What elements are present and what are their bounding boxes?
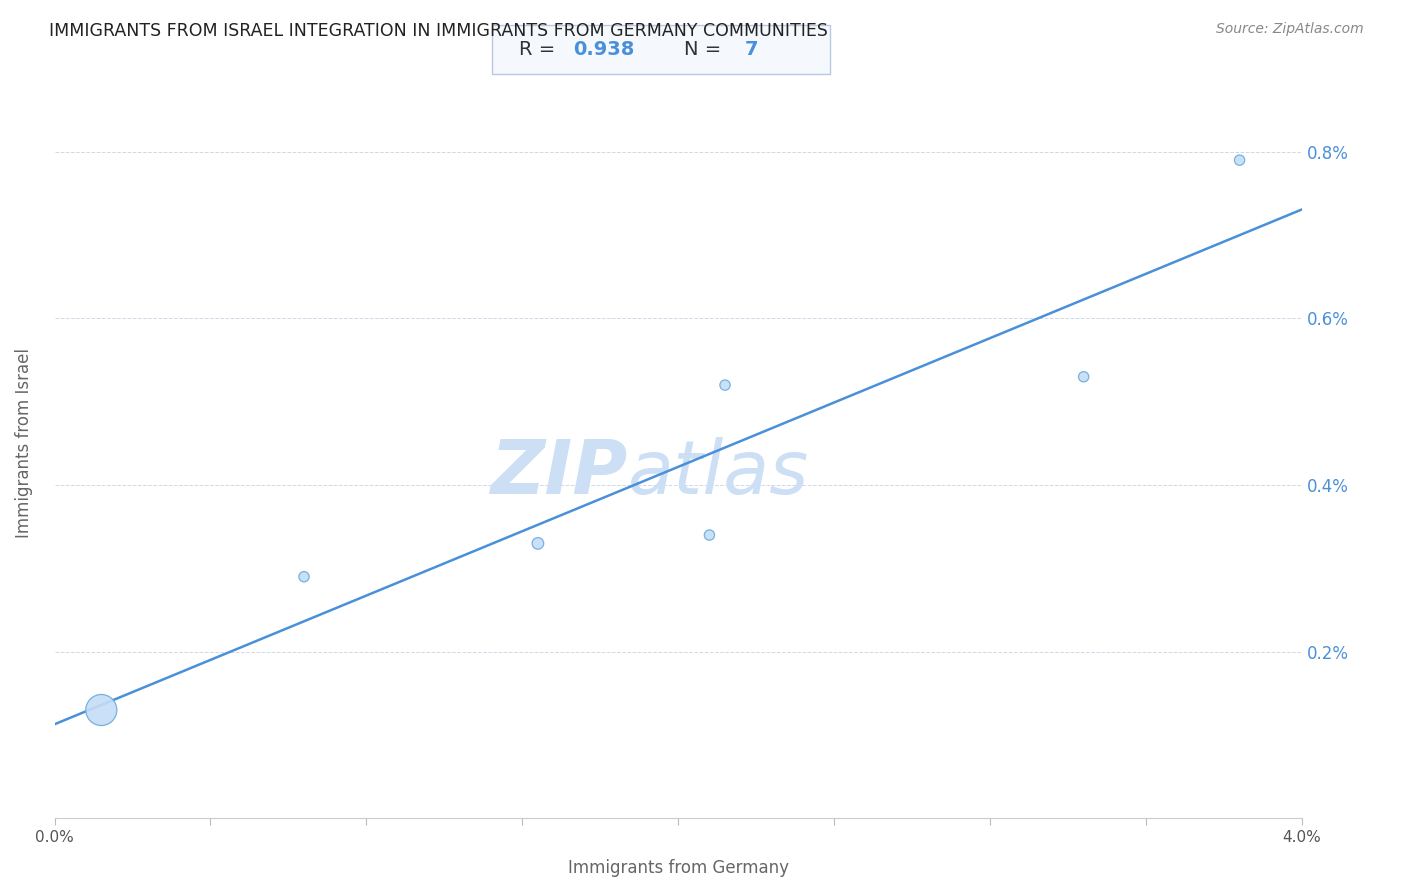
- X-axis label: Immigrants from Germany: Immigrants from Germany: [568, 859, 789, 877]
- Text: IMMIGRANTS FROM ISRAEL INTEGRATION IN IMMIGRANTS FROM GERMANY COMMUNITIES: IMMIGRANTS FROM ISRAEL INTEGRATION IN IM…: [49, 22, 828, 40]
- Text: N =: N =: [685, 40, 728, 59]
- Point: [1073, 369, 1095, 384]
- Text: 0.938: 0.938: [574, 40, 634, 59]
- Point: [1229, 153, 1251, 168]
- Text: atlas: atlas: [628, 437, 810, 509]
- Text: ZIP: ZIP: [491, 437, 628, 510]
- Point: [90, 703, 112, 717]
- Point: [292, 570, 315, 584]
- Text: Source: ZipAtlas.com: Source: ZipAtlas.com: [1216, 22, 1364, 37]
- Y-axis label: Immigrants from Israel: Immigrants from Israel: [15, 349, 32, 539]
- Point: [527, 536, 550, 550]
- Text: R =: R =: [519, 40, 561, 59]
- Point: [714, 378, 737, 392]
- Point: [699, 528, 721, 542]
- Text: 7: 7: [745, 40, 759, 59]
